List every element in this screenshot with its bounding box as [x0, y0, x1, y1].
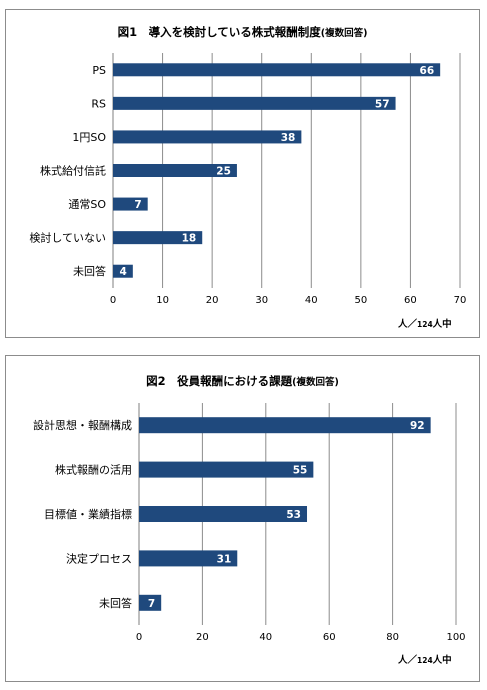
bar [139, 417, 431, 434]
category-label: 1円SO [72, 131, 106, 144]
unit-main: 人／ [398, 319, 418, 330]
bar [113, 164, 237, 177]
category-label: 決定プロセス [66, 551, 132, 565]
x-tick-label: 10 [156, 295, 169, 306]
x-tick-label: 40 [305, 295, 318, 306]
bar [113, 197, 148, 211]
x-tick-label: 60 [404, 295, 417, 306]
chart-title-note: (複数回答) [292, 377, 339, 388]
chart-title: 図1 導入を検討している株式報酬制度(複数回答) [6, 24, 479, 40]
chart-panel-2: 図2 役員報酬における課題(複数回答) 0 20 40 60 80 100 設計思想・報酬構… [5, 355, 480, 682]
category-label: 株式給付信託 [40, 164, 106, 178]
x-tick-label: 40 [259, 632, 272, 643]
category-label: 検討していない [29, 231, 106, 245]
x-tick-label: 100 [446, 632, 465, 643]
bar-value-label: 53 [286, 509, 301, 521]
category-label: 未回答 [99, 596, 132, 610]
chart-panel-1: 図1 導入を検討している株式報酬制度(複数回答) 0 10 20 30 40 50 60 70… [5, 9, 480, 338]
bar-value-label: 25 [216, 166, 231, 178]
bar-value-label: 38 [281, 132, 296, 144]
bar [113, 264, 133, 278]
chart-title-main: 図2 役員報酬における課題 [146, 374, 293, 388]
bar-value-label: 92 [410, 420, 425, 432]
bar [139, 594, 162, 611]
category-label: 設計思想・報酬構成 [33, 418, 132, 432]
unit-tail: 人中 [432, 655, 452, 666]
category-label: RS [91, 97, 106, 110]
x-tick-label: 20 [196, 632, 209, 643]
category-label: 未回答 [73, 264, 106, 278]
bar-chart-1: 0 10 20 30 40 50 60 70 PS 66 RS 57 1円SO 38 株式給付信託 25 通常S… [29, 53, 467, 306]
bar [113, 96, 396, 110]
unit-note: 人／124人中 [398, 652, 452, 666]
bar-value-label: 66 [420, 65, 435, 77]
bar [139, 506, 308, 522]
bar [139, 550, 238, 567]
bar [113, 130, 302, 144]
bar [139, 461, 314, 478]
bar-value-label: 31 [217, 553, 232, 565]
category-label: 目標値・業績指標 [44, 507, 132, 521]
x-tick-label: 0 [110, 295, 116, 306]
unit-note: 人／124人中 [398, 316, 452, 330]
x-tick-label: 50 [354, 295, 367, 306]
unit-total: 124 [417, 320, 433, 329]
x-tick-label: 70 [454, 295, 467, 306]
category-label: PS [92, 64, 106, 77]
x-tick-label: 0 [136, 632, 142, 643]
x-tick-label: 20 [206, 295, 219, 306]
bar [113, 63, 441, 77]
category-label: 株式報酬の活用 [55, 463, 132, 477]
unit-main: 人／ [398, 655, 418, 666]
unit-tail: 人中 [432, 319, 452, 330]
unit-total: 124 [417, 656, 433, 665]
bar-value-label: 4 [120, 266, 127, 278]
chart-title: 図2 役員報酬における課題(複数回答) [6, 373, 479, 389]
x-tick-label: 80 [386, 632, 399, 643]
bar-value-label: 57 [375, 98, 390, 110]
bar-value-label: 7 [148, 598, 155, 610]
bar [113, 231, 203, 245]
x-tick-label: 60 [323, 632, 336, 643]
chart-title-note: (複数回答) [320, 28, 368, 39]
bar-value-label: 18 [182, 233, 197, 245]
category-label: 通常SO [68, 198, 106, 211]
bar-chart-2: 0 20 40 60 80 100 設計思想・報酬構成 92 株式報酬の活用 55 目標値・業績指標… [33, 403, 466, 643]
x-tick-label: 30 [255, 295, 268, 306]
bar-value-label: 7 [134, 199, 141, 211]
chart-title-main: 図1 導入を検討している株式報酬制度 [117, 25, 321, 39]
bar-value-label: 55 [293, 465, 308, 477]
